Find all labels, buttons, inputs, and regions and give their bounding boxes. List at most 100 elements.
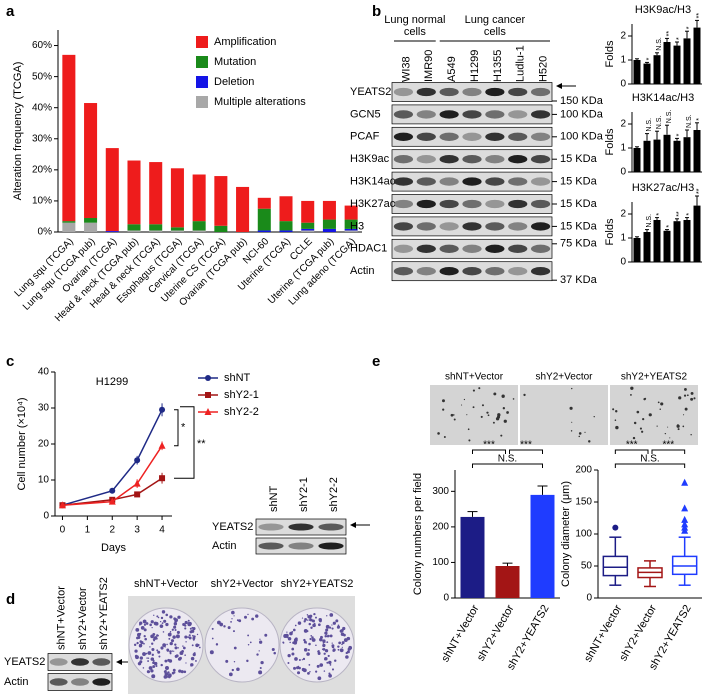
- colony: [173, 625, 177, 629]
- colony: [159, 624, 164, 628]
- significance: *: [646, 57, 653, 60]
- colony: [306, 614, 309, 616]
- bar-segment: [127, 224, 141, 231]
- marker: [612, 524, 619, 531]
- colony: [615, 410, 618, 413]
- colony: [310, 626, 313, 629]
- bar-segment: [170, 168, 184, 228]
- panel-label: d: [6, 591, 15, 608]
- y-tick-label: 50: [581, 561, 593, 572]
- colony: [231, 668, 235, 672]
- colony: [151, 642, 154, 645]
- colony: [196, 633, 199, 636]
- bar-segment: [170, 230, 184, 232]
- colony: [182, 646, 186, 650]
- colony: [466, 414, 468, 416]
- colony: [247, 634, 250, 637]
- band: [92, 658, 111, 666]
- band: [530, 177, 551, 186]
- bar: [663, 134, 671, 172]
- colony: [191, 626, 194, 629]
- colony: [346, 636, 351, 641]
- colony: [153, 621, 158, 626]
- legend-label: shY2-1: [224, 389, 259, 401]
- band: [485, 199, 505, 209]
- band: [508, 267, 528, 276]
- colony: [255, 614, 259, 618]
- x-tick-label: shY2+Vector: [475, 603, 517, 664]
- marker: [134, 457, 141, 464]
- y-tick-label: 50%: [32, 71, 52, 82]
- lane-label: A549: [446, 56, 458, 82]
- band: [462, 199, 482, 209]
- group-label: cells: [404, 26, 427, 38]
- bar: [633, 60, 641, 84]
- colony: [227, 626, 231, 630]
- significance-bracket: [174, 409, 179, 447]
- colony: [143, 635, 146, 638]
- colony: [523, 393, 526, 397]
- colony: [481, 404, 484, 407]
- significance: **: [676, 211, 683, 217]
- blot-strip: [391, 82, 553, 102]
- y-tick-label: 10%: [32, 196, 52, 207]
- colony: [152, 659, 155, 662]
- significance: *: [696, 118, 703, 121]
- colony: [193, 652, 196, 655]
- band: [416, 267, 436, 276]
- colony: [283, 634, 288, 638]
- y-tick-label: 60%: [32, 40, 52, 51]
- y-tick-label: 200: [575, 465, 592, 476]
- row-label: H3K9ac: [350, 153, 390, 165]
- colony: [170, 639, 175, 643]
- bar-segment: [84, 103, 98, 219]
- colony: [329, 613, 334, 617]
- bar: [643, 63, 651, 84]
- significance: N.S.: [646, 118, 653, 132]
- colony: [337, 645, 340, 648]
- colony: [164, 646, 166, 648]
- y-tick-label: 2: [620, 31, 626, 42]
- band: [462, 177, 482, 186]
- y-axis-label: Folds: [604, 218, 616, 245]
- colony: [251, 617, 255, 621]
- panel-label: c: [6, 353, 14, 370]
- band: [288, 523, 314, 531]
- lane-label: shY2+Vector: [77, 587, 89, 650]
- bar: [633, 148, 641, 172]
- colony: [174, 618, 179, 622]
- colony: [480, 415, 483, 418]
- group-label: Lung cancer: [465, 14, 526, 26]
- colony: [437, 432, 440, 435]
- y-tick-label: 100: [575, 529, 592, 540]
- colony: [315, 644, 317, 647]
- band: [508, 244, 528, 253]
- colony: [302, 657, 306, 661]
- colony: [322, 644, 326, 648]
- marker: [158, 441, 166, 449]
- colony: [318, 623, 321, 627]
- y-tick-label: 0: [43, 511, 49, 522]
- colony: [190, 656, 195, 661]
- y-tick-label: 1: [620, 55, 626, 66]
- band: [439, 267, 459, 276]
- colony: [231, 610, 235, 615]
- lane-label: IMR90: [423, 50, 435, 82]
- colony: [155, 664, 158, 667]
- colony: [308, 663, 311, 666]
- band: [530, 199, 551, 209]
- legend-swatch: [196, 96, 208, 108]
- colony: [690, 433, 692, 436]
- band: [393, 177, 414, 186]
- colony: [443, 436, 446, 438]
- size-label: 15 KDa: [560, 176, 598, 188]
- significance: ***: [662, 440, 674, 451]
- band: [49, 658, 68, 666]
- bar-segment: [257, 230, 271, 232]
- bar-segment: [322, 200, 336, 220]
- colony: [171, 650, 174, 652]
- colony: [157, 616, 160, 619]
- colony: [184, 623, 186, 625]
- colony: [180, 670, 184, 674]
- colony: [136, 636, 139, 640]
